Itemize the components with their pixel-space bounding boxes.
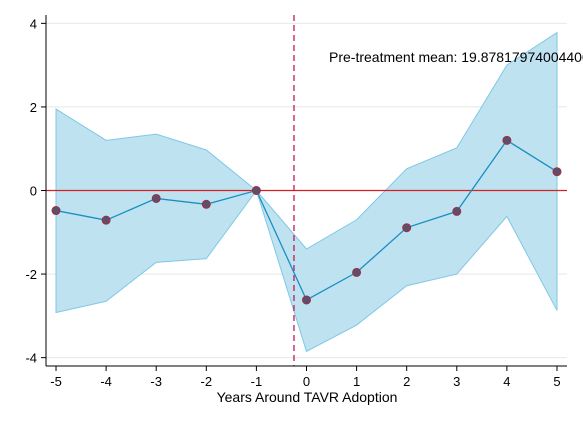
x-tick-label: -5 bbox=[50, 374, 62, 389]
y-tick-label: 4 bbox=[30, 16, 37, 31]
x-tick-label: 0 bbox=[303, 374, 310, 389]
data-point bbox=[302, 295, 311, 305]
data-point bbox=[201, 199, 211, 209]
data-point bbox=[552, 167, 562, 177]
y-tick-label: -4 bbox=[25, 351, 37, 366]
data-points bbox=[51, 135, 562, 305]
pre-treatment-mean-annotation: Pre-treatment mean: 19.87817974004400 bbox=[329, 49, 583, 65]
y-tick-label: 0 bbox=[30, 184, 37, 199]
x-tick-label: -1 bbox=[251, 374, 263, 389]
data-point bbox=[251, 186, 261, 195]
x-tick-label: 5 bbox=[553, 374, 560, 389]
y-tick-label: 2 bbox=[30, 100, 37, 115]
data-point bbox=[452, 206, 462, 216]
y-tick-label: -2 bbox=[25, 267, 37, 282]
data-point bbox=[151, 193, 161, 203]
y-axis-ticks: -4 -2 0 2 4 bbox=[25, 16, 46, 366]
data-point bbox=[402, 223, 412, 233]
x-axis-label: Years Around TAVR Adoption bbox=[217, 389, 398, 405]
data-point bbox=[352, 267, 362, 277]
x-tick-label: 2 bbox=[403, 374, 410, 389]
x-tick-label: 1 bbox=[353, 374, 360, 389]
data-point bbox=[101, 215, 111, 225]
x-tick-label: 3 bbox=[453, 374, 460, 389]
x-axis-ticks: -5 -4 -3 -2 -1 0 1 2 3 4 5 bbox=[50, 366, 561, 389]
confidence-band bbox=[55, 31, 558, 353]
data-point bbox=[502, 135, 512, 145]
x-tick-label: -4 bbox=[100, 374, 112, 389]
x-tick-label: -3 bbox=[150, 374, 162, 389]
x-tick-label: 4 bbox=[503, 374, 510, 389]
data-point bbox=[51, 206, 61, 216]
x-tick-label: -2 bbox=[201, 374, 213, 389]
